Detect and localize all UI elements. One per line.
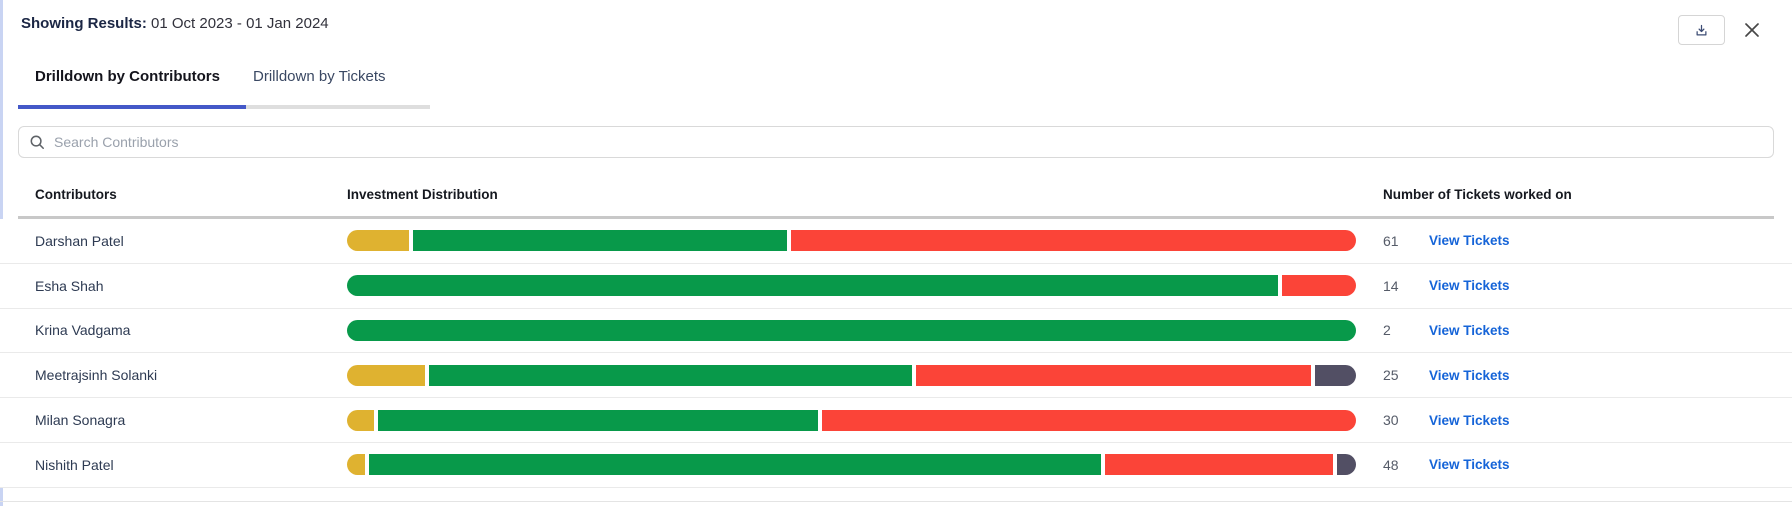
panel-bottom-border [0, 501, 1792, 502]
bar-segment-yellow [347, 454, 366, 476]
investment-distribution-bar [347, 364, 1356, 386]
table-row: Krina Vadgama 2 View Tickets [0, 308, 1792, 354]
bar-segment-red [1282, 275, 1356, 297]
column-header-number-of-tickets: Number of Tickets worked on [1383, 187, 1572, 202]
header-divider [18, 216, 1774, 219]
date-range: 01 Oct 2023 - 01 Jan 2024 [151, 15, 329, 32]
download-icon [1694, 23, 1709, 38]
bar-segment-green [369, 454, 1101, 476]
bar-segment-green [378, 409, 818, 431]
contributors-table: Darshan Patel 61 View Tickets Esha Shah … [0, 219, 1792, 488]
investment-distribution-bar [347, 454, 1356, 476]
showing-results-text: Showing Results: 01 Oct 2023 - 01 Jan 20… [21, 15, 329, 32]
tickets-count: 30 [1383, 412, 1399, 429]
bar-segment-green [412, 230, 787, 252]
tickets-count: 14 [1383, 277, 1399, 294]
contributor-name: Nishith Patel [35, 456, 114, 473]
search-input[interactable] [54, 134, 1763, 150]
table-row: Meetrajsinh Solanki 25 View Tickets [0, 353, 1792, 399]
bar-segment-yellow [347, 364, 425, 386]
tab-bar: Drilldown by Contributors Drilldown by T… [35, 68, 386, 85]
bar-segment-green [428, 364, 912, 386]
view-tickets-link[interactable]: View Tickets [1429, 457, 1510, 473]
contributor-name: Milan Sonagra [35, 412, 126, 429]
bar-segment-red [790, 230, 1356, 252]
investment-distribution-bar [347, 275, 1356, 297]
view-tickets-link[interactable]: View Tickets [1429, 278, 1510, 294]
column-header-contributors: Contributors [35, 187, 117, 202]
view-tickets-link[interactable]: View Tickets [1429, 412, 1510, 428]
tickets-count: 48 [1383, 456, 1399, 473]
tickets-count: 2 [1383, 322, 1391, 339]
download-button[interactable] [1678, 15, 1725, 45]
contributor-name: Meetrajsinh Solanki [35, 367, 158, 384]
tab-drilldown-by-contributors[interactable]: Drilldown by Contributors [35, 68, 220, 85]
bar-segment-dark [1314, 364, 1356, 386]
table-row: Esha Shah 14 View Tickets [0, 263, 1792, 309]
close-button[interactable] [1741, 19, 1763, 41]
search-bar[interactable] [18, 126, 1774, 158]
bar-segment-red [821, 409, 1356, 431]
investment-distribution-bar [347, 409, 1356, 431]
bar-segment-yellow [347, 230, 409, 252]
table-row: Milan Sonagra 30 View Tickets [0, 398, 1792, 443]
bar-segment-red [1104, 454, 1333, 476]
investment-distribution-bar [347, 319, 1356, 341]
search-icon [29, 134, 45, 150]
bar-segment-green [347, 319, 1356, 341]
bar-segment-yellow [347, 409, 375, 431]
view-tickets-link[interactable]: View Tickets [1429, 322, 1510, 338]
contributor-name: Esha Shah [35, 277, 104, 294]
table-row: Nishith Patel 48 View Tickets [0, 442, 1792, 488]
bar-segment-green [347, 275, 1279, 297]
view-tickets-link[interactable]: View Tickets [1429, 233, 1510, 249]
investment-distribution-bar [347, 230, 1356, 252]
view-tickets-link[interactable]: View Tickets [1429, 367, 1510, 383]
tickets-count: 25 [1383, 367, 1399, 384]
tab-drilldown-by-tickets[interactable]: Drilldown by Tickets [253, 68, 386, 85]
bar-segment-dark [1336, 454, 1356, 476]
column-header-investment-distribution: Investment Distribution [347, 187, 498, 202]
inactive-tab-underline [246, 105, 430, 109]
close-icon [1743, 21, 1761, 39]
tickets-count: 61 [1383, 232, 1399, 249]
table-header-row: Contributors Investment Distribution Num… [0, 187, 1792, 202]
contributor-name: Darshan Patel [35, 232, 124, 249]
showing-results-label: Showing Results: [21, 15, 147, 32]
active-tab-underline [18, 105, 246, 109]
table-row: Darshan Patel 61 View Tickets [0, 219, 1792, 264]
contributor-name: Krina Vadgama [35, 322, 131, 339]
bar-segment-red [915, 364, 1311, 386]
